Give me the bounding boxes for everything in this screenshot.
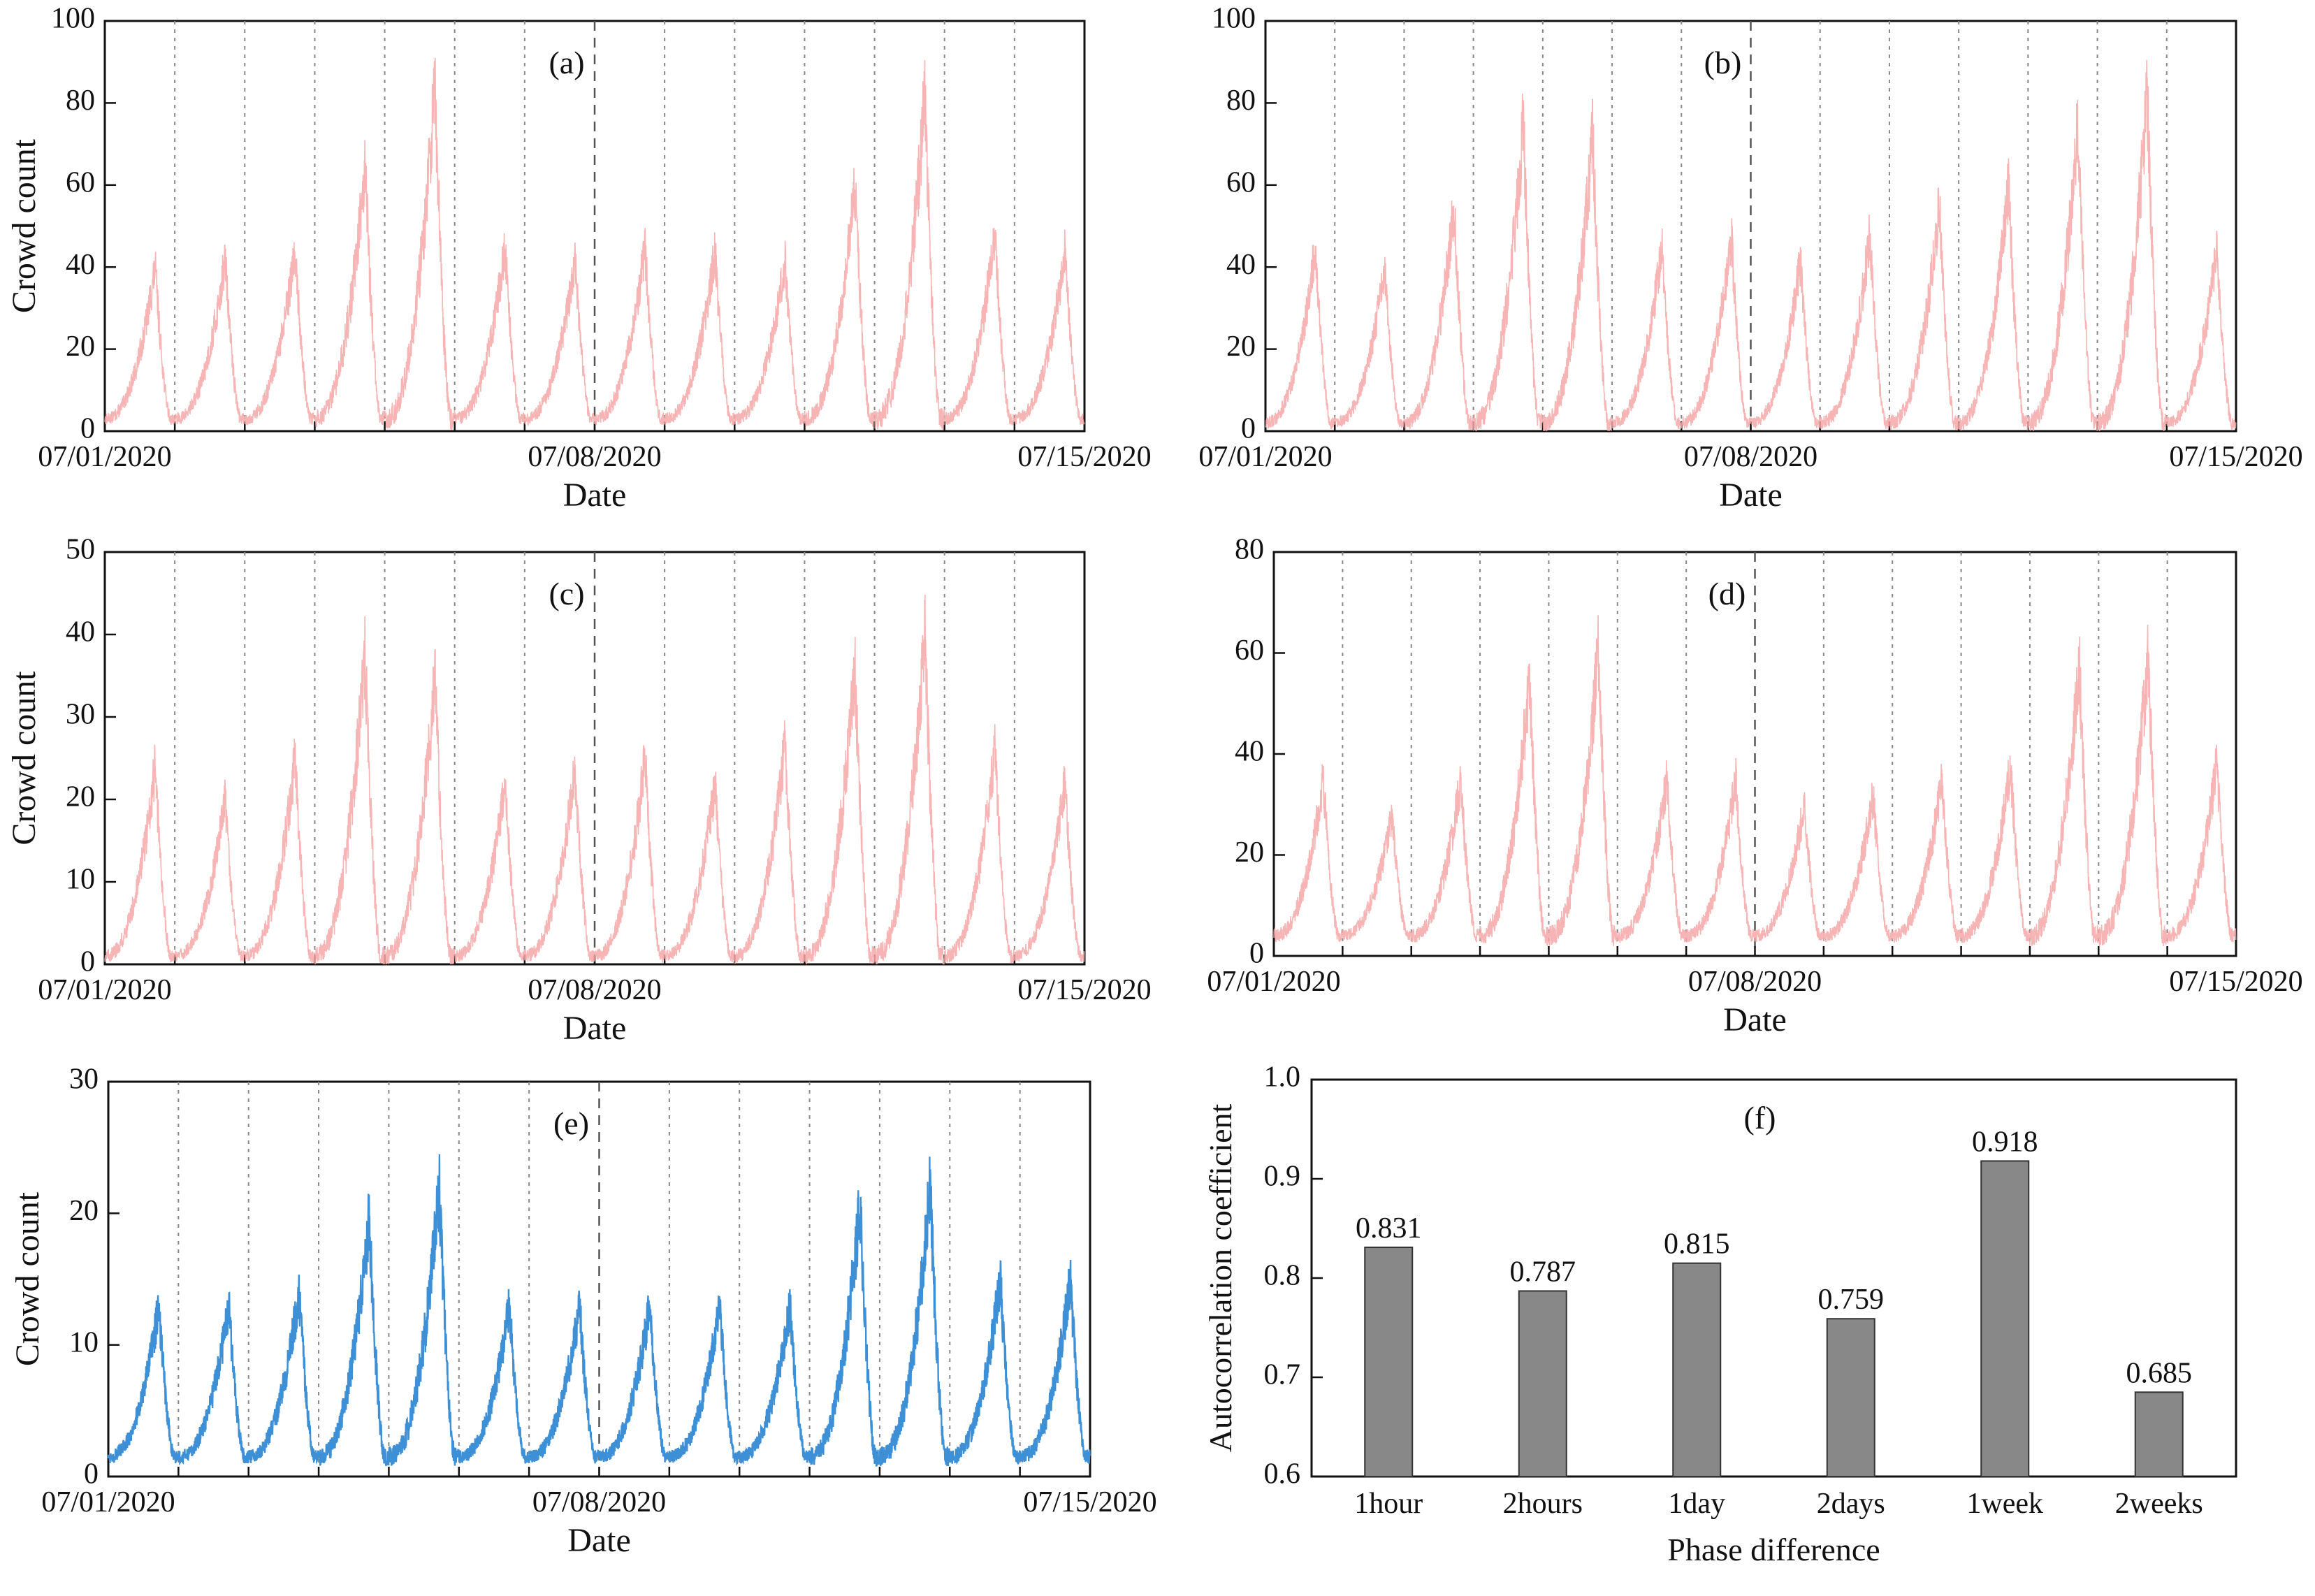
y-tick-label: 10 (66, 864, 95, 896)
series-line (1265, 59, 2237, 432)
x-category-label: 1week (1966, 1488, 2043, 1520)
y-tick-label: 20 (66, 331, 95, 363)
panel-label: (c) (549, 576, 584, 611)
y-tick-label: 80 (1235, 534, 1264, 566)
y-tick-label: 40 (1226, 249, 1256, 281)
panel-a: 0 20 40 60 80 100 07/01/2020 07/08/2020 07/15/20… (6, 3, 1152, 514)
x-tick-label: 07/08/2020 (1684, 441, 1817, 473)
y-tick-label: 0.6 (1264, 1458, 1301, 1490)
panel-b: 0 20 40 60 80 100 07/01/2020 07/08/2020 07/15/20… (1198, 3, 2302, 514)
y-tick-label: 40 (1235, 736, 1264, 768)
y-tick-label: 20 (69, 1195, 99, 1227)
x-axis-label: Phase difference (1667, 1532, 1880, 1567)
x-category-label: 1hour (1354, 1488, 1423, 1520)
series-line (104, 57, 1085, 430)
x-tick-label: 07/01/2020 (1198, 441, 1332, 473)
panel-label: (e) (553, 1105, 589, 1141)
panel-label: (b) (1704, 45, 1742, 80)
y-tick-label: 60 (66, 166, 95, 198)
x-category-label: 2hours (1503, 1488, 1583, 1520)
y-tick-label: 80 (1226, 85, 1256, 117)
x-tick-label: 07/01/2020 (38, 974, 171, 1006)
panel-f: 0.6 0.7 0.8 0.9 1.0 0.831 1hour 0.787 2hours 0.81… (1203, 1061, 2237, 1567)
y-tick-label: 20 (66, 781, 95, 813)
x-axis-label: Date (567, 1522, 631, 1559)
y-tick-label: 0 (80, 946, 95, 978)
bar-value-label: 0.759 (1818, 1284, 1885, 1316)
y-axis-label: Crowd count (6, 671, 43, 846)
y-axis-label: Crowd count (6, 138, 43, 313)
y-tick-label: 0 (84, 1458, 99, 1490)
x-tick-label: 07/08/2020 (1688, 966, 1822, 998)
x-category-label: 2days (1817, 1488, 1885, 1520)
y-tick-label: 0 (1241, 413, 1256, 445)
y-tick-label: 0.8 (1264, 1260, 1301, 1292)
bar (1826, 1318, 1875, 1477)
x-tick-label: 07/01/2020 (41, 1486, 175, 1518)
y-tick-label: 0.9 (1264, 1161, 1301, 1193)
panel-label: (a) (549, 45, 584, 80)
bar (1364, 1246, 1414, 1477)
y-tick-label: 0 (1249, 938, 1264, 970)
y-tick-label: 30 (66, 699, 95, 731)
x-category-label: 1day (1668, 1488, 1725, 1520)
y-tick-label: 40 (66, 616, 95, 648)
y-tick-label: 60 (1235, 634, 1264, 667)
y-tick-label: 0 (80, 413, 95, 445)
y-tick-label: 20 (1226, 331, 1256, 363)
x-tick-label: 07/15/2020 (1017, 974, 1151, 1006)
y-axis-label: Crowd count (9, 1191, 46, 1366)
bar-value-label: 0.685 (2126, 1357, 2193, 1389)
y-tick-label: 60 (1226, 166, 1256, 198)
y-tick-label: 100 (1212, 3, 1256, 35)
panel-label: (d) (1708, 576, 1746, 611)
bar (1980, 1160, 2030, 1477)
panel-e: 0 10 20 30 07/01/2020 07/08/2020 07/15/2020 Dat… (9, 1064, 1157, 1559)
bar-value-label: 0.918 (1972, 1126, 2038, 1158)
y-tick-label: 10 (69, 1326, 99, 1358)
panel-d: 0 20 40 60 80 07/01/2020 07/08/2020 07/15/2020 D… (1207, 534, 2302, 1038)
y-tick-label: 100 (51, 3, 95, 35)
series-line (1273, 615, 2237, 947)
series-line (104, 595, 1085, 965)
y-tick-label: 1.0 (1264, 1061, 1301, 1094)
y-tick-label: 50 (66, 534, 95, 566)
panel-label: (f) (1744, 1100, 1776, 1136)
bar (2134, 1391, 2184, 1478)
y-tick-label: 30 (69, 1064, 99, 1096)
x-tick-label: 07/15/2020 (2169, 966, 2302, 998)
x-tick-label: 07/01/2020 (1207, 966, 1340, 998)
y-tick-label: 40 (66, 249, 95, 281)
bar (1518, 1290, 1567, 1477)
x-axis-label: Date (563, 477, 627, 514)
x-axis-label: Date (1723, 1001, 1787, 1038)
x-category-label: 2weeks (2115, 1488, 2203, 1520)
x-tick-label: 07/08/2020 (532, 1486, 666, 1518)
plot-frame (1310, 1078, 2237, 1478)
series-line (107, 1154, 1091, 1467)
bar-value-label: 0.815 (1664, 1228, 1730, 1261)
bar (1672, 1262, 1722, 1477)
x-tick-label: 07/15/2020 (2169, 441, 2302, 473)
bar-value-label: 0.831 (1356, 1212, 1422, 1245)
y-tick-label: 80 (66, 85, 95, 117)
x-axis-label: Date (563, 1010, 627, 1047)
y-tick-label: 20 (1235, 836, 1264, 869)
panel-c: 0 10 20 30 40 50 07/01/2020 07/08/2020 07/15/202… (6, 534, 1152, 1047)
x-axis-label: Date (1719, 477, 1783, 514)
y-tick-label: 0.7 (1264, 1359, 1301, 1391)
x-tick-label: 07/08/2020 (528, 441, 661, 473)
y-axis-label: Autocorrelation coefficient (1203, 1104, 1238, 1453)
x-tick-label: 07/08/2020 (528, 974, 661, 1006)
bar-value-label: 0.787 (1510, 1256, 1576, 1288)
x-tick-label: 07/15/2020 (1023, 1486, 1156, 1518)
x-tick-label: 07/01/2020 (38, 441, 171, 473)
x-tick-label: 07/15/2020 (1017, 441, 1151, 473)
